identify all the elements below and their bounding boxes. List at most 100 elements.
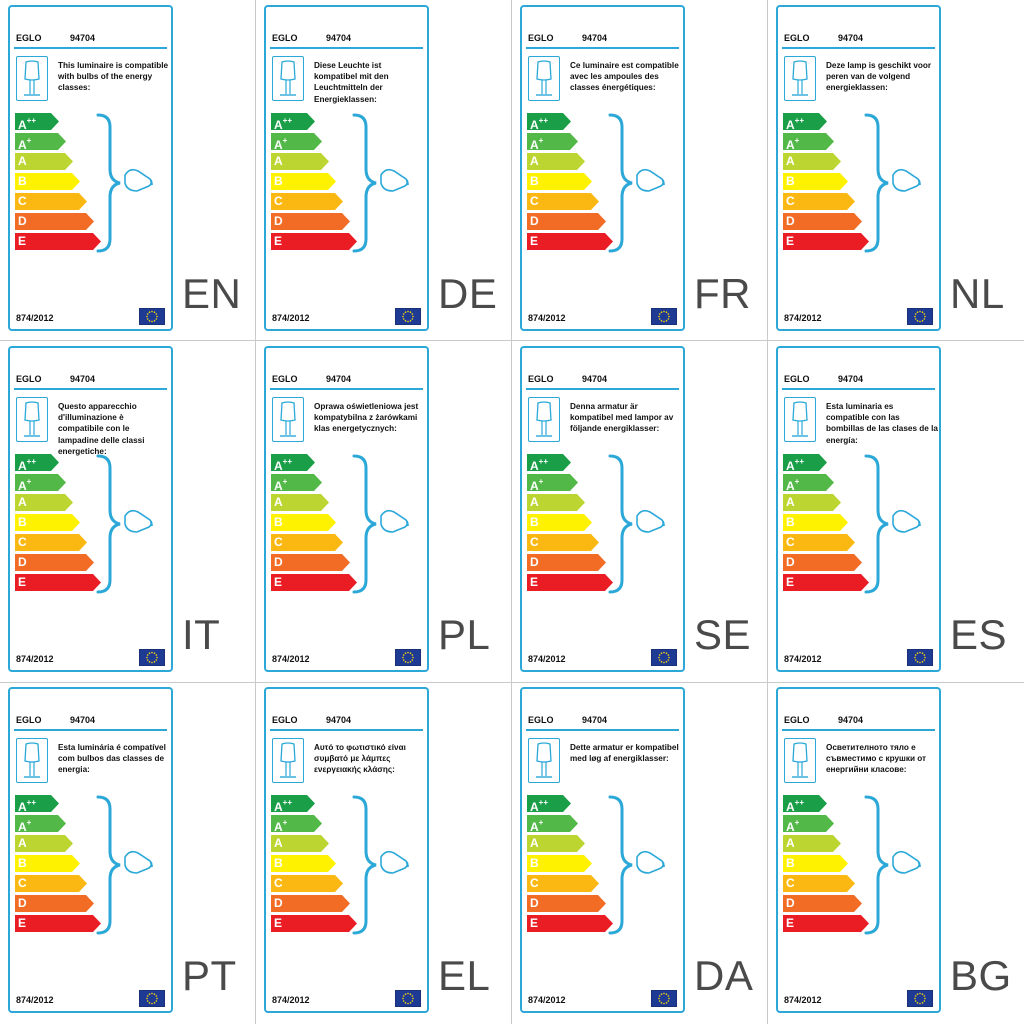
eu-flag-icon bbox=[651, 990, 677, 1007]
energy-class-letter: A++ bbox=[530, 795, 548, 816]
language-code: PL bbox=[438, 611, 491, 658]
energy-class-letter: D bbox=[274, 213, 283, 230]
brand-name: EGLO bbox=[528, 374, 554, 384]
grid-divider-horizontal bbox=[0, 340, 1024, 341]
energy-class-arrow-c: C bbox=[527, 193, 599, 210]
label-cell-it: EGLO 94704 Questo apparecchio d'illuminazi… bbox=[0, 341, 255, 681]
energy-class-letter-main: B bbox=[530, 515, 539, 529]
compatibility-statement: Deze lamp is geschikt voor peren van de … bbox=[826, 61, 932, 93]
language-code: SE bbox=[694, 611, 752, 658]
energy-class-letter-main: E bbox=[530, 234, 539, 248]
energy-class-arrow-d: D bbox=[271, 895, 350, 912]
eu-flag-icon bbox=[139, 649, 165, 666]
light-bulb-icon bbox=[636, 168, 665, 192]
energy-class-letter-main: A bbox=[18, 495, 27, 509]
regulation-number: 874/2012 bbox=[16, 654, 54, 664]
energy-class-arrow-a: A bbox=[15, 494, 73, 511]
energy-class-letter: D bbox=[18, 213, 27, 230]
table-lamp-icon bbox=[528, 56, 560, 101]
energy-class-letter-main: A bbox=[274, 836, 283, 850]
header-divider bbox=[14, 729, 167, 731]
energy-class-arrow-app: A++ bbox=[783, 454, 827, 471]
energy-class-arrow-e: E bbox=[783, 233, 869, 250]
energy-class-letter: D bbox=[18, 554, 27, 571]
energy-class-letter-main: A bbox=[274, 495, 283, 509]
energy-class-arrow-c: C bbox=[783, 534, 855, 551]
energy-class-letter: B bbox=[786, 173, 795, 190]
energy-class-letter: A+ bbox=[274, 815, 287, 836]
brand-name: EGLO bbox=[528, 33, 554, 43]
eu-flag-icon bbox=[651, 649, 677, 666]
energy-class-letter-main: E bbox=[786, 234, 795, 248]
energy-class-letter: A bbox=[18, 494, 27, 511]
energy-class-letter: A+ bbox=[274, 474, 287, 495]
energy-class-letter: D bbox=[18, 895, 27, 912]
model-number: 94704 bbox=[838, 374, 864, 384]
compatibility-statement: This luminaire is compatible with bulbs … bbox=[58, 61, 169, 93]
header-divider bbox=[270, 388, 423, 390]
header-divider bbox=[782, 388, 935, 390]
energy-class-letter-main: A bbox=[786, 820, 795, 834]
header-divider bbox=[782, 47, 935, 49]
grid-divider-vertical bbox=[767, 0, 768, 1024]
compatibility-statement: Diese Leuchte ist kompatibel mit den Leu… bbox=[314, 61, 389, 104]
energy-class-arrow-app: A++ bbox=[15, 454, 59, 471]
energy-class-letter: D bbox=[530, 554, 539, 571]
energy-class-scale: A++ A+ A B C D E bbox=[271, 795, 357, 935]
energy-class-superscript: ++ bbox=[538, 798, 549, 807]
energy-class-arrow-d: D bbox=[783, 554, 862, 571]
model-number: 94704 bbox=[326, 33, 352, 43]
grid-divider-vertical bbox=[511, 0, 512, 1024]
regulation-number: 874/2012 bbox=[272, 654, 310, 664]
brand-name: EGLO bbox=[272, 33, 298, 43]
regulation-number: 874/2012 bbox=[528, 995, 566, 1005]
energy-class-letter: B bbox=[786, 514, 795, 531]
eu-flag-icon bbox=[395, 649, 421, 666]
model-number: 94704 bbox=[582, 715, 608, 725]
label-cell-se: EGLO 94704 Denna armatur är kompatibel med… bbox=[512, 341, 767, 681]
energy-class-letter: A+ bbox=[18, 474, 31, 495]
energy-class-arrow-e: E bbox=[15, 233, 101, 250]
energy-class-letter: A+ bbox=[18, 815, 31, 836]
energy-class-letter-main: A bbox=[786, 495, 795, 509]
energy-class-letter: B bbox=[18, 514, 27, 531]
energy-class-arrow-e: E bbox=[15, 915, 101, 932]
energy-class-arrow-a: A bbox=[15, 835, 73, 852]
energy-class-letter-main: E bbox=[786, 575, 795, 589]
energy-class-letter-main: E bbox=[18, 234, 27, 248]
compatibility-statement: Denna armatur är kompatibel med lampor a… bbox=[570, 402, 674, 434]
energy-class-arrow-ap: A+ bbox=[783, 474, 834, 491]
eu-flag-icon bbox=[139, 990, 165, 1007]
energy-class-letter: A++ bbox=[18, 113, 36, 134]
model-number: 94704 bbox=[838, 715, 864, 725]
energy-class-arrow-c: C bbox=[271, 534, 343, 551]
energy-class-superscript: + bbox=[282, 818, 288, 827]
energy-class-arrow-d: D bbox=[527, 895, 606, 912]
language-code: ES bbox=[950, 611, 1008, 658]
energy-class-letter-main: A bbox=[274, 459, 283, 473]
table-lamp-icon bbox=[272, 397, 304, 442]
energy-class-letter-main: A bbox=[786, 836, 795, 850]
energy-class-letter: E bbox=[18, 915, 26, 932]
energy-class-letter: A++ bbox=[786, 795, 804, 816]
energy-label-card: EGLO 94704 Dette armatur er kompatibel med… bbox=[520, 687, 685, 1013]
energy-class-arrow-a: A bbox=[271, 494, 329, 511]
energy-class-arrow-d: D bbox=[783, 213, 862, 230]
energy-class-letter: E bbox=[530, 915, 538, 932]
energy-class-letter-main: A bbox=[530, 138, 539, 152]
light-bulb-icon bbox=[124, 168, 153, 192]
energy-class-letter: A bbox=[786, 494, 795, 511]
model-number: 94704 bbox=[838, 33, 864, 43]
energy-class-letter: E bbox=[786, 574, 794, 591]
energy-class-letter-main: B bbox=[274, 856, 283, 870]
energy-class-letter-main: C bbox=[18, 876, 27, 890]
table-lamp-icon bbox=[784, 56, 816, 101]
energy-class-letter-main: B bbox=[786, 174, 795, 188]
energy-class-arrow-a: A bbox=[783, 494, 841, 511]
regulation-number: 874/2012 bbox=[784, 995, 822, 1005]
energy-class-letter-main: A bbox=[786, 154, 795, 168]
regulation-number: 874/2012 bbox=[16, 995, 54, 1005]
energy-class-letter: A+ bbox=[786, 133, 799, 154]
energy-class-superscript: + bbox=[538, 477, 544, 486]
label-cell-pl: EGLO 94704 Oprawa oświetleniowa jest kompa… bbox=[256, 341, 511, 681]
